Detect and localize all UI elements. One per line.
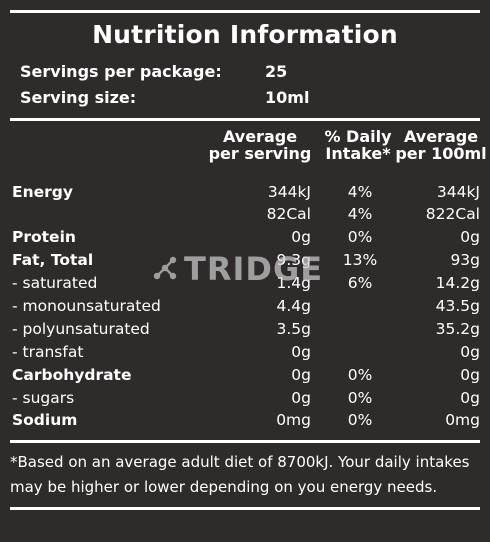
- table-row: - monounsaturated 4.4g 43.5g: [0, 297, 490, 319]
- per-100ml-value: 35.2g: [435, 320, 480, 338]
- nutrient-label: - saturated: [12, 274, 98, 292]
- daily-intake-value: 4%: [347, 205, 373, 223]
- nutrient-label: Fat, Total: [12, 251, 94, 269]
- per-100ml-value: 93g: [450, 251, 480, 269]
- per-serving-value: 0g: [291, 343, 311, 361]
- daily-intake-value: 0%: [347, 411, 373, 429]
- watermark-text: TRIDGE: [184, 250, 324, 288]
- daily-intake-value: 4%: [347, 183, 373, 201]
- daily-intake-value: 0%: [347, 228, 373, 246]
- per-serving-value: 344kJ: [267, 183, 311, 201]
- per-100ml-value: 14.2g: [435, 274, 480, 292]
- table-row: 82Cal 4% 822Cal: [0, 205, 490, 227]
- per-serving-value: 4.4g: [276, 297, 312, 315]
- serving-size-value: 10ml: [265, 88, 310, 107]
- per-serving-value: 0g: [291, 389, 311, 407]
- servings-per-package-value: 25: [265, 62, 288, 81]
- column-header-daily-intake: % Daily Intake*: [318, 128, 398, 162]
- table-row: Protein 0g 0% 0g: [0, 228, 490, 250]
- per-100ml-value: 0g: [460, 343, 480, 361]
- table-row: Sodium 0mg 0% 0mg: [0, 411, 490, 433]
- column-header-per-serving-line2: per serving: [208, 144, 312, 163]
- nutrient-label: - transfat: [12, 343, 84, 361]
- per-serving-value: 1.4g: [276, 274, 312, 292]
- nutrient-label: Protein: [12, 228, 76, 246]
- bottom-table-rule: [10, 440, 480, 443]
- per-100ml-value: 344kJ: [436, 183, 480, 201]
- daily-intake-value: 0%: [347, 389, 373, 407]
- column-header-per-100ml-line1: Average: [403, 127, 479, 146]
- nutrient-label: Energy: [12, 183, 73, 201]
- per-100ml-value: 0mg: [445, 411, 480, 429]
- column-header-daily-intake-line2: Intake*: [325, 144, 391, 163]
- bottom-rule: [10, 507, 480, 510]
- nutrient-label: - sugars: [12, 389, 75, 407]
- column-header-per-serving-line1: Average: [222, 127, 298, 146]
- table-row: - transfat 0g 0g: [0, 343, 490, 365]
- tridge-logo-icon: [153, 256, 177, 280]
- serving-size-label: Serving size:: [20, 88, 137, 107]
- per-100ml-value: 0g: [460, 366, 480, 384]
- table-row: Energy 344kJ 4% 344kJ: [0, 183, 490, 205]
- panel-title: Nutrition Information: [92, 20, 398, 49]
- table-row: - polyunsaturated 3.5g 35.2g: [0, 320, 490, 342]
- column-header-per-100ml-line2: per 100ml: [395, 144, 487, 163]
- servings-per-package-label: Servings per package:: [20, 62, 222, 81]
- per-serving-value: 0g: [291, 228, 311, 246]
- table-row: - saturated 1.4g 6% 14.2g: [0, 274, 490, 296]
- column-header-per-serving: Average per serving: [205, 128, 315, 162]
- watermark: TRIDGE: [152, 250, 324, 288]
- per-serving-value: 0g: [291, 366, 311, 384]
- table-row: Carbohydrate 0g 0% 0g: [0, 366, 490, 388]
- daily-intake-value: 13%: [342, 251, 378, 269]
- per-serving-value: 3.5g: [276, 320, 312, 338]
- per-100ml-value: 0g: [460, 228, 480, 246]
- table-row: Fat, Total 9.3g 13% 93g: [0, 251, 490, 273]
- per-serving-value: 9.3g: [276, 251, 312, 269]
- per-100ml-value: 822Cal: [425, 205, 480, 223]
- nutrient-label: - monounsaturated: [12, 297, 161, 315]
- nutrient-label: Sodium: [12, 411, 78, 429]
- column-header-daily-intake-line1: % Daily: [324, 127, 392, 146]
- header-rule: [10, 118, 480, 121]
- per-100ml-value: 0g: [460, 389, 480, 407]
- top-rule: [10, 10, 480, 13]
- per-100ml-value: 43.5g: [435, 297, 480, 315]
- per-serving-value: 0mg: [276, 411, 311, 429]
- daily-intake-value: 6%: [347, 274, 373, 292]
- daily-intake-value: 0%: [347, 366, 373, 384]
- nutrient-label: - polyunsaturated: [12, 320, 150, 338]
- table-row: - sugars 0g 0% 0g: [0, 389, 490, 411]
- footnote: *Based on an average adult diet of 8700k…: [10, 453, 470, 496]
- nutrient-label: Carbohydrate: [12, 366, 132, 384]
- per-serving-value: 82Cal: [266, 205, 311, 223]
- column-header-per-100ml: Average per 100ml: [392, 128, 490, 162]
